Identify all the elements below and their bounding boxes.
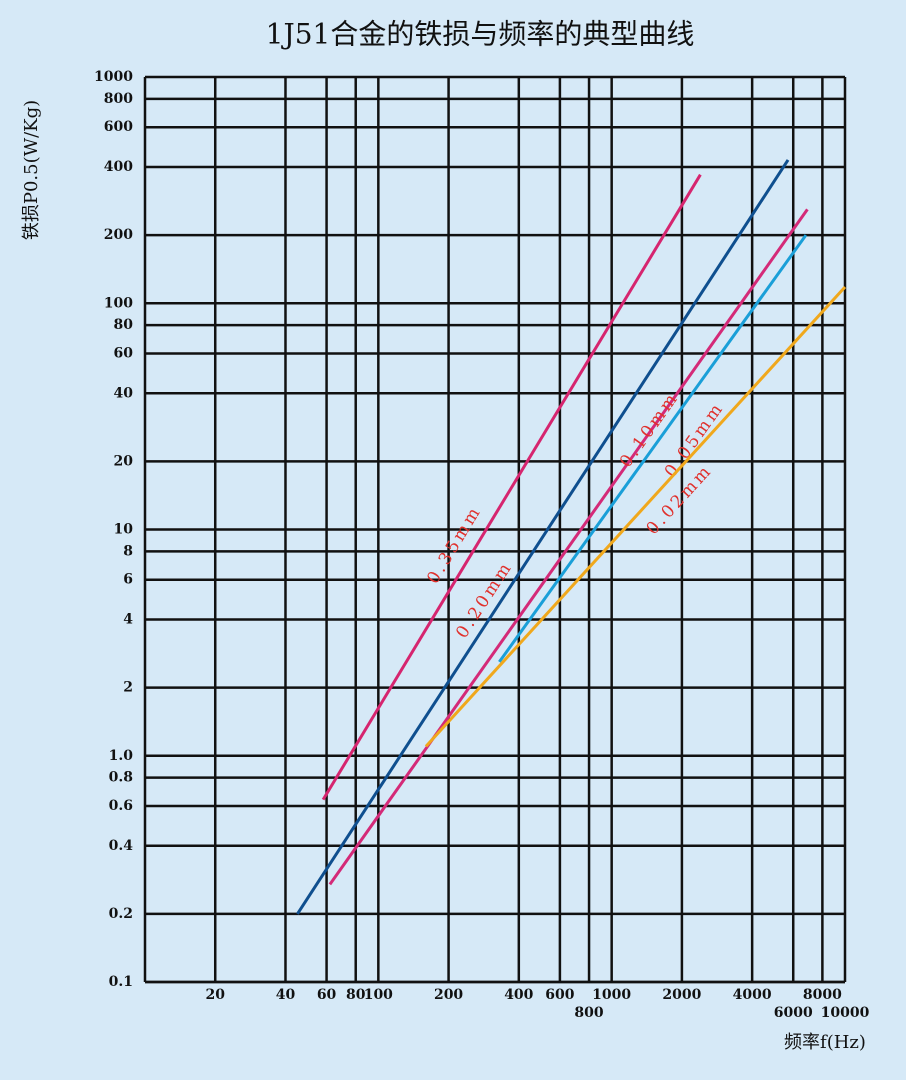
x-tick-label: 80 [346,987,366,1003]
data-line [328,208,809,886]
x-tick-label: 600 [545,987,574,1003]
x-tick-label: 100 [364,987,393,1003]
y-tick-label: 0.4 [109,838,134,854]
x-tick-label: 20 [205,987,225,1003]
y-tick-label: 400 [104,159,133,175]
x-tick-label: 400 [504,987,533,1003]
x-tick-label: 6000 [774,1005,813,1021]
y-tick-label: 4 [123,612,133,628]
y-tick-label: 2 [123,680,133,696]
y-tick-label: 0.1 [109,974,133,990]
y-tick-label: 100 [104,295,133,311]
x-tick-label: 10000 [821,1005,870,1021]
y-tick-label: 1.0 [109,748,134,764]
y-tick-label: 800 [104,91,133,107]
x-tick-label: 200 [434,987,463,1003]
y-tick-label: 80 [114,317,134,333]
y-tick-label: 600 [104,119,133,135]
x-tick-label: 800 [574,1005,603,1021]
y-tick-label: 8 [123,543,133,559]
y-tick-label: 200 [104,227,133,243]
y-tick-label: 1000 [94,69,133,85]
x-axis-label: 频率f(Hz) [784,1032,866,1053]
y-tick-label: 6 [123,572,133,588]
x-tick-label: 8000 [803,987,842,1003]
data-line [296,159,790,915]
chart-title: 1J51合金的铁损与频率的典型曲线 [266,18,695,51]
x-tick-label: 4000 [733,987,772,1003]
x-tick-label: 60 [317,987,337,1003]
y-tick-label: 40 [114,385,134,401]
y-tick-label: 60 [114,345,134,361]
y-axis-label: 铁损P0.5(W/Kg) [21,100,42,240]
data-line [424,285,847,748]
x-tick-label: 40 [276,987,296,1003]
x-tick-label: 1000 [592,987,631,1003]
x-tick-label: 2000 [662,987,701,1003]
y-tick-label: 0.6 [109,798,133,814]
y-tick-label: 0.8 [109,770,133,786]
data-line [498,234,808,663]
data-line [321,173,702,801]
y-tick-label: 0.2 [109,906,133,922]
y-tick-label: 20 [114,453,134,469]
y-tick-label: 10 [114,522,134,538]
